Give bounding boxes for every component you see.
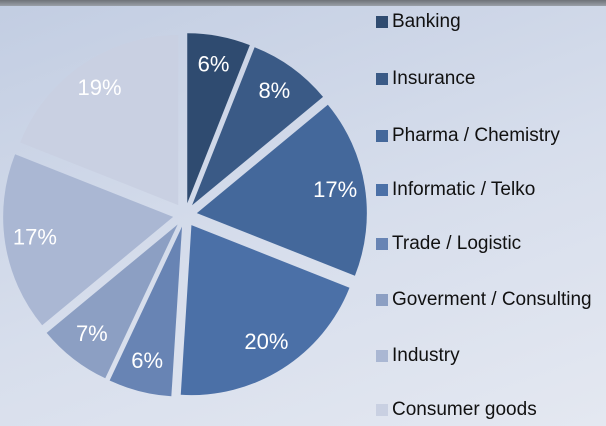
data-label: 19% <box>78 75 122 100</box>
pie-slice <box>20 35 179 206</box>
data-label: 6% <box>198 52 230 77</box>
legend-label: Consumer goods <box>392 399 537 420</box>
pie-slice <box>3 154 174 326</box>
legend-label: Trade / Logistic <box>392 233 522 254</box>
legend-swatch <box>376 294 388 306</box>
pie-slice <box>196 104 367 276</box>
pie-slice <box>46 224 178 379</box>
data-label: 20% <box>244 329 288 354</box>
legend-label: Pharma / Chemistry <box>392 125 560 146</box>
pie-slice <box>187 33 250 204</box>
legend-swatch <box>376 238 388 250</box>
legend-label: Industry <box>392 345 460 366</box>
legend-swatch <box>376 350 388 362</box>
legend-swatch <box>376 130 388 142</box>
pie-slice <box>180 225 350 396</box>
data-label: 17% <box>13 225 57 250</box>
data-label: 8% <box>258 78 290 103</box>
top-band <box>0 0 606 6</box>
legend-label: Informatic / Telko <box>392 179 536 200</box>
data-label: 17% <box>313 177 357 202</box>
legend-label: Banking <box>392 11 461 32</box>
legend-swatch <box>376 16 388 28</box>
data-label: 7% <box>76 321 108 346</box>
legend-label: Insurance <box>392 68 476 89</box>
data-label: 6% <box>131 348 163 373</box>
legend-swatch <box>376 404 388 416</box>
pie-slice <box>109 226 183 397</box>
legend-swatch <box>376 73 388 85</box>
pie-slice <box>192 47 324 206</box>
legend-label: Goverment / Consulting <box>392 289 592 310</box>
pie: 6% 8% 17% 20% 6% 7% 17% 19% <box>3 33 367 397</box>
legend-swatch <box>376 184 388 196</box>
